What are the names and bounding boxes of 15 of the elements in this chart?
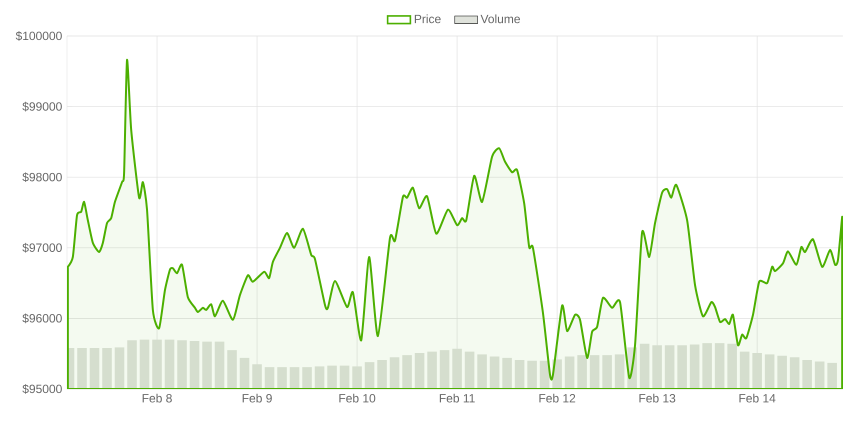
y-tick-label: $98000: [22, 172, 62, 182]
x-tick-label: Feb 8: [142, 394, 172, 403]
legend-label: Volume: [480, 14, 520, 24]
x-tick-label: Feb 12: [539, 394, 576, 403]
legend-label: Price: [414, 14, 441, 24]
x-tick-label: Feb 14: [739, 394, 776, 403]
x-tick-label: Feb 10: [339, 394, 376, 403]
x-tick-label: Feb 9: [242, 394, 272, 403]
y-tick-label: $96000: [22, 314, 62, 324]
y-tick-label: $100000: [16, 31, 62, 41]
y-tick-label: $97000: [22, 242, 62, 253]
x-tick-label: Feb 11: [440, 394, 475, 403]
y-tick-label: $99000: [22, 102, 62, 112]
y-tick-label: $95000: [22, 384, 62, 394]
x-tick-label: Feb 13: [639, 394, 676, 403]
